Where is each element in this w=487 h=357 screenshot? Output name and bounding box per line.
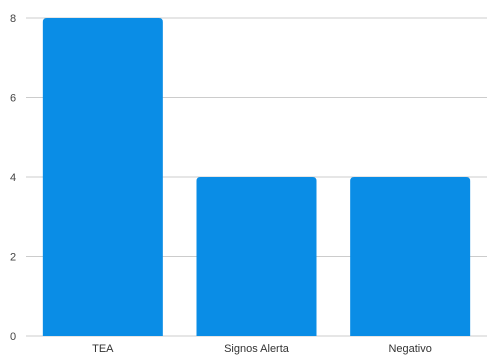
y-axis-ticks: 0 2 4 6 8 [10,13,16,343]
y-tick-label: 6 [10,93,16,105]
bar-signos-alerta[interactable] [196,177,317,336]
y-tick-label: 2 [10,252,16,264]
bars [42,18,471,336]
y-tick-label: 8 [10,13,16,25]
bar-negativo[interactable] [350,177,471,336]
x-category-label: Signos Alerta [224,343,290,355]
x-category-label: Negativo [388,343,431,355]
y-tick-label: 4 [10,172,16,184]
x-category-label: TEA [92,343,114,355]
y-tick-label: 0 [10,331,16,343]
x-axis-labels: TEA Signos Alerta Negativo [92,343,432,355]
bar-tea[interactable] [42,18,163,336]
